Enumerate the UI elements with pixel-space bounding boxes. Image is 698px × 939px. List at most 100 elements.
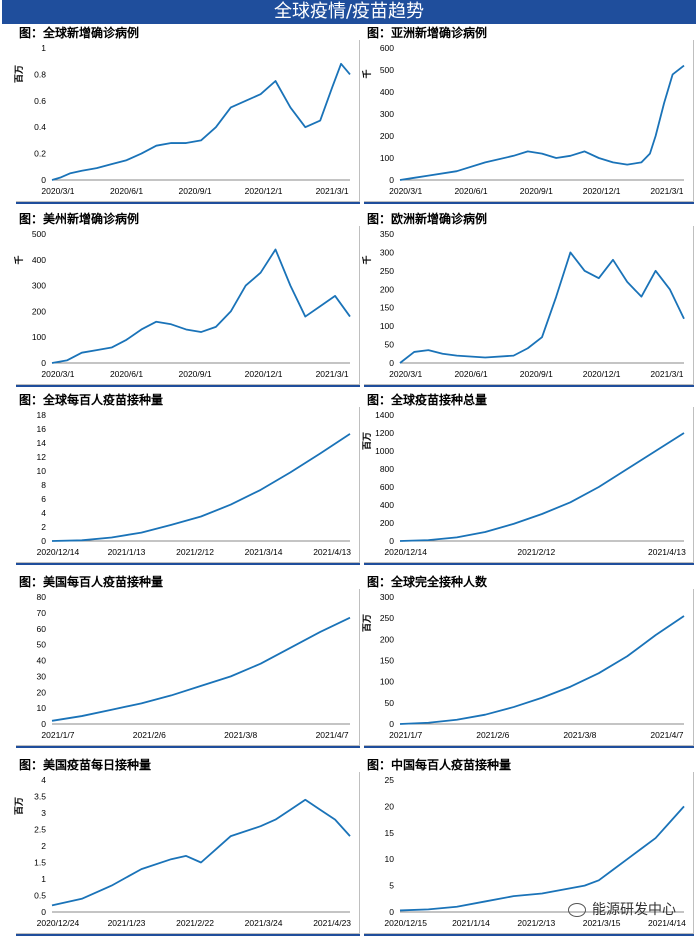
y-tick-label: 8 (41, 480, 46, 490)
chart-title: 图：美州新增确诊病例 (19, 212, 140, 226)
chart-frame (364, 589, 694, 746)
watermark-text: 能源研发中心 (592, 902, 676, 918)
chart-title: 图：全球每百人疫苗接种量 (19, 393, 164, 407)
y-tick-label: 100 (380, 677, 394, 687)
y-tick-label: 2 (41, 522, 46, 532)
series-line (51, 248, 351, 364)
y-unit-label: 百万 (14, 797, 25, 815)
chart-panel-p6: 图：全球疫苗接种总量 0 200 400 600 800 1000 1200 1400 2020/… (362, 391, 694, 565)
chart-frame (16, 407, 360, 563)
x-tick-label: 2020/12/14 (384, 547, 427, 557)
chart-frame (364, 226, 694, 385)
y-tick-label: 5 (389, 881, 394, 891)
chart-title: 图：全球疫苗接种总量 (367, 393, 488, 407)
y-unit-label: 百万 (362, 432, 373, 450)
x-tick-label: 2021/3/24 (245, 918, 283, 928)
y-tick-label: 30 (37, 671, 47, 681)
line-chart: 0 5 10 15 20 25 2020/12/15 2021/1/14 2021/2/13 20… (384, 775, 686, 928)
y-tick-label: 500 (380, 65, 394, 75)
line-chart: 0 50 100 150 200 250 300 350 2020/3/1 2020/6/1 202… (361, 229, 685, 379)
watermark: 能源研发中心 (568, 899, 676, 919)
y-tick-label: 1000 (375, 446, 394, 456)
y-tick-label: 4 (41, 775, 46, 785)
x-tick-label: 2020/12/1 (245, 186, 283, 196)
series-line (399, 432, 685, 542)
line-chart: 0 200 400 600 800 1000 1200 1400 2020/12/14 2021/… (362, 410, 686, 557)
y-tick-label: 1 (41, 874, 46, 884)
y-tick-label: 50 (37, 640, 47, 650)
x-tick-label: 2021/1/14 (452, 918, 490, 928)
y-tick-label: 0.5 (34, 891, 46, 901)
x-tick-label: 2020/12/15 (384, 918, 427, 928)
panel-divider (364, 934, 694, 936)
y-tick-label: 14 (37, 438, 47, 448)
y-tick-label: 2 (41, 841, 46, 851)
y-tick-label: 0.4 (34, 122, 46, 132)
x-tick-label: 2020/9/1 (178, 186, 211, 196)
x-tick-label: 2021/3/1 (316, 186, 349, 196)
y-tick-label: 100 (380, 321, 394, 331)
x-tick-label: 2020/12/1 (583, 369, 621, 379)
y-tick-label: 10 (37, 466, 47, 476)
x-tick-label: 2020/3/1 (389, 186, 422, 196)
y-unit-label: 百万 (362, 614, 373, 632)
line-chart: 0 0.5 1 1.5 2 2.5 3 3.5 4 2020/12/24 2021/1/23 2021… (14, 775, 351, 928)
x-tick-label: 2020/12/1 (583, 186, 621, 196)
chart-panel-p9: 图：美国疫苗每日接种量 0 0.5 1 1.5 2 2.5 3 3.5 4 2020/12/24 20… (14, 756, 360, 936)
x-tick-label: 2021/4/13 (313, 547, 351, 557)
y-tick-label: 70 (37, 608, 47, 618)
y-tick-label: 400 (380, 87, 394, 97)
chart-panel-p1: 图：全球新增确诊病例 0 0.2 0.4 0.6 0.8 1 2020/3/1 2020/6/1… (14, 24, 360, 204)
y-unit-label: 千 (13, 255, 25, 264)
y-tick-label: 300 (380, 109, 394, 119)
x-tick-label: 2021/4/23 (313, 918, 351, 928)
panel-divider (364, 563, 694, 565)
y-tick-label: 0 (389, 907, 394, 917)
y-tick-label: 0 (41, 907, 46, 917)
x-tick-label: 2020/9/1 (178, 369, 211, 379)
chart-panel-p7: 图：美国每百人疫苗接种量 0 10 20 30 40 50 60 70 80 2021/1/7 202… (16, 573, 360, 748)
x-tick-label: 2021/3/8 (224, 730, 257, 740)
x-tick-label: 2021/2/6 (476, 730, 509, 740)
x-tick-label: 2021/4/13 (648, 547, 686, 557)
y-tick-label: 100 (380, 153, 394, 163)
series-line (51, 62, 351, 181)
y-tick-label: 800 (380, 464, 394, 474)
y-tick-label: 0.6 (34, 96, 46, 106)
panel-divider (16, 563, 360, 565)
x-tick-label: 2021/2/13 (517, 918, 555, 928)
chart-frame (16, 40, 360, 202)
series-line (399, 251, 685, 364)
x-tick-label: 2020/12/1 (245, 369, 283, 379)
line-chart: 0 2 4 6 8 10 12 14 16 18 2020/12/14 2021/1/13 2021/2… (37, 410, 352, 557)
panel-divider (364, 385, 694, 387)
dashboard-banner-title: 全球疫情/疫苗趋势 (2, 0, 696, 24)
x-tick-label: 2021/2/12 (176, 547, 214, 557)
y-tick-label: 200 (380, 284, 394, 294)
y-tick-label: 0 (41, 175, 46, 185)
chart-panel-p5: 图：全球每百人疫苗接种量 0 2 4 6 8 10 12 14 16 18 2020/12/14 202… (16, 391, 360, 565)
line-chart: 0 0.2 0.4 0.6 0.8 1 2020/3/1 2020/6/1 2020/9/1 20… (14, 43, 351, 196)
y-tick-label: 0 (389, 536, 394, 546)
y-tick-label: 15 (385, 828, 395, 838)
x-tick-label: 2021/4/14 (648, 918, 686, 928)
y-tick-label: 350 (380, 229, 394, 239)
line-chart: 0 100 200 300 400 500 2020/3/1 2020/6/1 2020/9/1… (13, 229, 351, 379)
y-tick-label: 20 (385, 801, 395, 811)
x-tick-label: 2021/2/6 (133, 730, 166, 740)
chart-title: 图：全球完全接种人数 (367, 575, 488, 589)
y-tick-label: 500 (32, 229, 46, 239)
y-tick-label: 0 (41, 536, 46, 546)
y-tick-label: 0.8 (34, 69, 46, 79)
x-tick-label: 2021/2/12 (517, 547, 555, 557)
y-unit-label: 千 (361, 69, 373, 78)
panel-divider (364, 746, 694, 748)
y-tick-label: 300 (32, 281, 46, 291)
x-tick-label: 2020/6/1 (110, 186, 143, 196)
line-chart: 0 50 100 150 200 250 300 2021/1/7 2021/2/6 2021/3… (362, 592, 685, 740)
x-tick-label: 2020/12/14 (37, 547, 80, 557)
series-line (399, 805, 685, 912)
y-tick-label: 400 (32, 255, 46, 265)
y-tick-label: 25 (385, 775, 395, 785)
y-tick-label: 50 (385, 340, 395, 350)
